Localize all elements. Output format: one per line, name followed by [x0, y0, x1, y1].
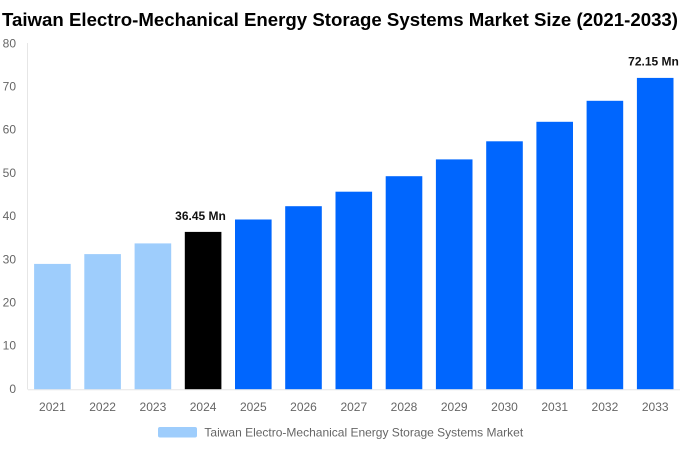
svg-text:70: 70 — [3, 80, 17, 94]
svg-text:20: 20 — [3, 296, 17, 310]
svg-text:2024: 2024 — [190, 400, 217, 414]
svg-text:2028: 2028 — [391, 400, 418, 414]
svg-text:60: 60 — [3, 123, 17, 137]
svg-text:10: 10 — [3, 339, 17, 353]
svg-text:2033: 2033 — [642, 400, 669, 414]
svg-text:36.45 Mn: 36.45 Mn — [175, 209, 226, 223]
svg-text:40: 40 — [3, 209, 17, 223]
svg-text:2021: 2021 — [39, 400, 66, 414]
svg-text:2031: 2031 — [541, 400, 568, 414]
svg-text:72.15 Mn: 72.15 Mn — [628, 55, 679, 69]
svg-text:0: 0 — [9, 382, 16, 396]
svg-text:2022: 2022 — [89, 400, 116, 414]
svg-text:2032: 2032 — [592, 400, 619, 414]
svg-text:Taiwan Electro-Mechanical Ener: Taiwan Electro-Mechanical Energy Storage… — [2, 9, 678, 30]
svg-text:30: 30 — [3, 252, 17, 266]
svg-text:2027: 2027 — [340, 400, 367, 414]
svg-text:80: 80 — [3, 36, 17, 50]
svg-text:2026: 2026 — [290, 400, 317, 414]
svg-text:2030: 2030 — [491, 400, 518, 414]
svg-text:Taiwan Electro-Mechanical Ener: Taiwan Electro-Mechanical Energy Storage… — [204, 425, 523, 439]
svg-text:50: 50 — [3, 166, 17, 180]
svg-text:2025: 2025 — [240, 400, 267, 414]
svg-text:2023: 2023 — [140, 400, 167, 414]
svg-text:2029: 2029 — [441, 400, 468, 414]
